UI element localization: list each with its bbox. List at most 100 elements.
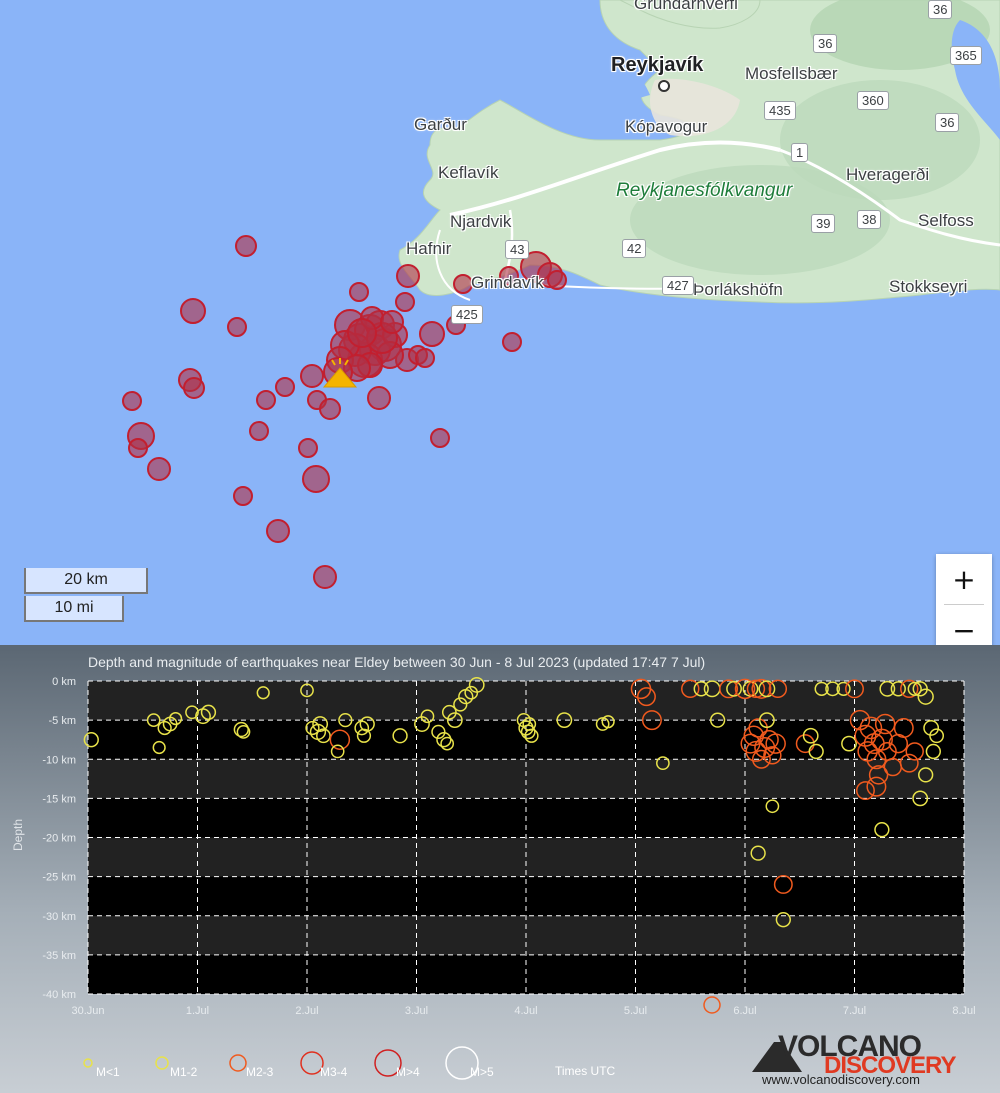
quake-point-28 [440,736,455,751]
quake-marker-19[interactable] [367,386,391,410]
quake-point-53 [734,678,756,700]
quake-marker-0[interactable] [235,235,257,257]
zoom-out-button[interactable]: − [936,605,992,645]
quake-marker-15[interactable] [256,390,276,410]
x-tick-1: 1.Jul [186,1005,209,1017]
quake-point-61 [759,729,779,750]
bay-reykjavik [600,40,650,107]
zoom-in-button[interactable]: + [936,554,992,604]
quake-point-47 [681,679,700,699]
quake-marker-31[interactable] [547,270,567,290]
quake-marker-53[interactable] [347,318,377,348]
x-tick-labels: 30.Jun 1.Jul 2.Jul 3.Jul 4.Jul 5.Jul 6.Jul 7.Ju… [71,1005,975,1017]
road-shield-36c: 36 [935,113,960,132]
quake-point-20 [354,720,370,736]
quake-marker-30[interactable] [499,266,519,286]
legend-label-5: M>5 [470,1065,494,1079]
y-tick-8: -40 km [42,989,76,1001]
x-tick-8: 8.Jul [952,1005,975,1017]
scale-bar-km: 20 km [24,568,148,594]
volcanodiscovery-logo[interactable]: VOLCANO DISCOVERY www.volcanodiscovery.c… [752,1030,970,1090]
quake-marker-54[interactable] [380,310,404,334]
quake-point-74 [802,727,819,744]
quake-point-60 [758,712,775,729]
earthquake-markers[interactable] [122,235,567,589]
quake-point-108 [925,743,941,760]
quake-point-18 [330,744,345,759]
quake-marker-2[interactable] [227,317,247,337]
x-tick-2: 2.Jul [295,1005,318,1017]
road-shield-435: 435 [764,101,796,120]
quake-point-34 [468,677,485,693]
y-tick-6: -30 km [42,911,76,923]
quake-marker-14[interactable] [249,421,269,441]
place-mosfellsbaer: Mosfellsbær [745,64,838,83]
y-tick-5: -25 km [42,872,76,884]
quake-marker-11[interactable] [313,565,337,589]
quake-point-50 [709,712,726,728]
quake-point-73 [795,734,815,754]
quake-point-22 [359,716,375,732]
quake-point-8 [200,704,217,720]
quake-marker-10[interactable] [266,519,290,543]
quake-marker-9[interactable] [233,486,253,506]
quake-marker-35[interactable] [415,348,435,368]
place-selfoss: Selfoss [918,211,974,230]
legend-symbol-0 [83,1058,93,1068]
logo-line1: VOLCANO [778,1030,922,1063]
quake-marker-26[interactable] [502,332,522,352]
quake-marker-7[interactable] [128,438,148,458]
quake-point-30 [446,712,463,729]
quake-point-69 [750,845,766,861]
x-tick-6: 6.Jul [733,1005,756,1017]
y-tick-7: -35 km [42,950,76,962]
quake-marker-18[interactable] [319,398,341,420]
quake-marker-20[interactable] [396,264,420,288]
quake-point-23 [392,728,408,744]
quake-point-29 [441,704,457,720]
quake-marker-23[interactable] [419,321,445,347]
quake-marker-21[interactable] [395,292,415,312]
volcano-marker-eldey[interactable] [322,358,358,388]
legend-symbol-3 [300,1051,324,1075]
road-shield-43: 43 [505,240,530,259]
quake-point-95 [905,742,924,761]
y-tick-4: -20 km [42,833,76,845]
place-kopavogur: Kópavogur [625,117,708,136]
y-axis-label: Depth [11,819,25,851]
quake-point-103 [900,679,919,699]
quake-marker-12[interactable] [302,465,330,493]
y-tick-labels: 0 km -5 km -10 km -15 km -20 km -25 km -30 km -… [42,676,76,1001]
quake-marker-32[interactable] [300,364,324,388]
quake-marker-5[interactable] [183,377,205,399]
depth-chart: Depth and magnitude of earthquakes near … [11,654,976,1080]
quake-point-51 [719,679,739,699]
quake-marker-8[interactable] [147,457,171,481]
place-thorlakshofn: Þorlákshöfn [693,280,783,299]
quake-marker-27[interactable] [453,274,473,294]
road-line-41 [449,140,781,217]
legend-symbol-5 [445,1046,479,1080]
quake-point-17 [329,729,351,750]
quake-marker-16[interactable] [275,377,295,397]
quake-point-25 [420,709,435,724]
scale-bar-mi: 10 mi [24,596,124,622]
legend-label-0: M<1 [96,1065,120,1079]
map-canvas[interactable] [0,0,1000,645]
quake-marker-22[interactable] [349,282,369,302]
quake-point-62 [763,746,782,765]
map-view[interactable]: Grundarhverfi Reykjavík Mosfellsbær Kópa… [0,0,1000,645]
quake-point-72 [775,912,791,928]
y-tick-3: -15 km [42,793,76,805]
quake-marker-13[interactable] [298,438,318,458]
quake-point-46 [656,756,670,771]
quake-point-93 [893,717,914,738]
quake-marker-25[interactable] [430,428,450,448]
quake-point-6 [185,705,199,720]
quake-marker-3[interactable] [122,391,142,411]
quake-marker-1[interactable] [180,298,206,324]
quake-point-70 [765,799,780,814]
quake-point-37 [520,724,536,740]
x-tick-4: 4.Jul [514,1005,537,1017]
highland-shade [630,165,890,275]
